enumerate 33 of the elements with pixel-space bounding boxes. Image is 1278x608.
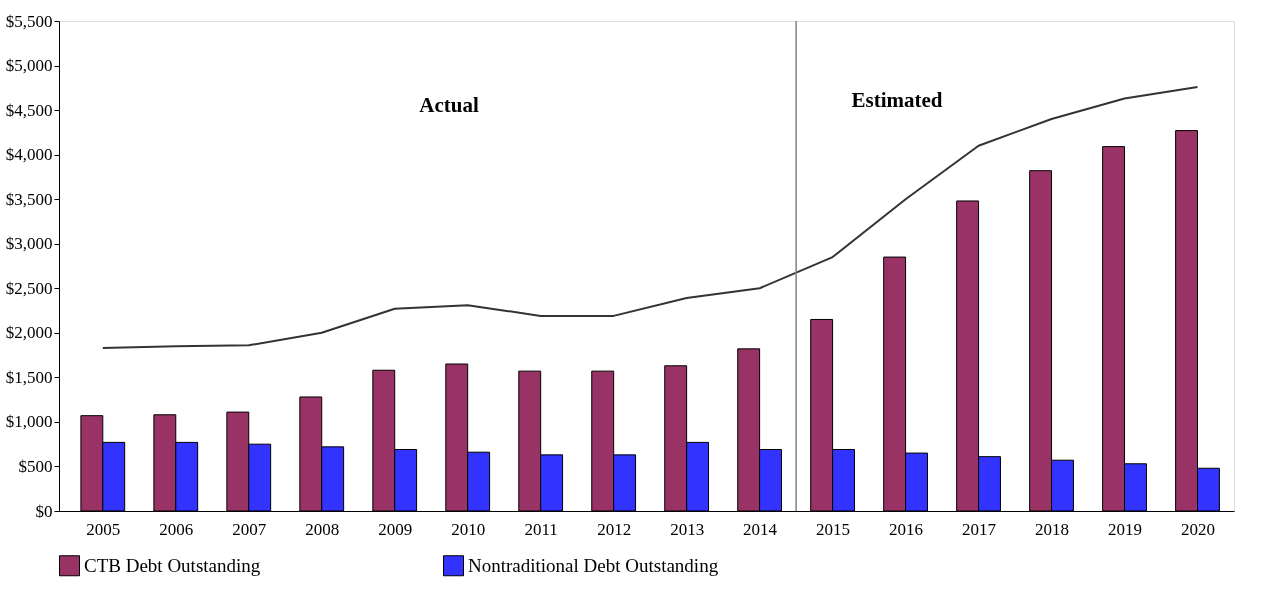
x-tick-label: 2008 — [305, 519, 340, 539]
x-tick-label: 2012 — [597, 519, 632, 539]
y-tick-label: $1,000 — [5, 412, 53, 432]
y-tick-label: $5,500 — [5, 11, 53, 31]
y-tick-label: $0 — [35, 501, 53, 521]
x-tick-label: 2011 — [524, 519, 558, 539]
y-tick-label: $3,500 — [5, 189, 53, 209]
y-tick-label: $5,000 — [5, 56, 53, 76]
x-tick-label: 2006 — [159, 519, 194, 539]
x-tick-label: 2017 — [962, 519, 997, 539]
x-tick-label: 2015 — [816, 519, 851, 539]
legend-label: CTB Debt Outstanding — [84, 554, 261, 576]
annotation: Estimated — [851, 88, 943, 112]
legend-label: Nontraditional Debt Outstanding — [468, 554, 719, 576]
x-tick-label: 2016 — [889, 519, 924, 539]
y-tick-label: $2,500 — [5, 278, 53, 298]
x-tick-label: 2013 — [670, 519, 705, 539]
y-tick-label: $1,500 — [5, 367, 53, 387]
x-tick-label: 2018 — [1035, 519, 1070, 539]
x-tick-label: 2005 — [86, 519, 121, 539]
y-tick-label: $3,000 — [5, 234, 53, 254]
y-tick-label: $4,500 — [5, 100, 53, 120]
x-tick-label: 2010 — [451, 519, 486, 539]
x-tick-label: 2007 — [232, 519, 267, 539]
y-tick-label: $2,000 — [5, 323, 53, 343]
x-tick-label: 2009 — [378, 519, 413, 539]
line-series — [101, 85, 1199, 349]
y-tick-label: $500 — [18, 456, 53, 476]
x-tick-label: 2019 — [1108, 519, 1143, 539]
annotation: Actual — [419, 93, 479, 117]
x-tick-label: 2014 — [743, 519, 778, 539]
y-tick-label: $4,000 — [5, 145, 53, 165]
x-tick-label: 2020 — [1181, 519, 1216, 539]
